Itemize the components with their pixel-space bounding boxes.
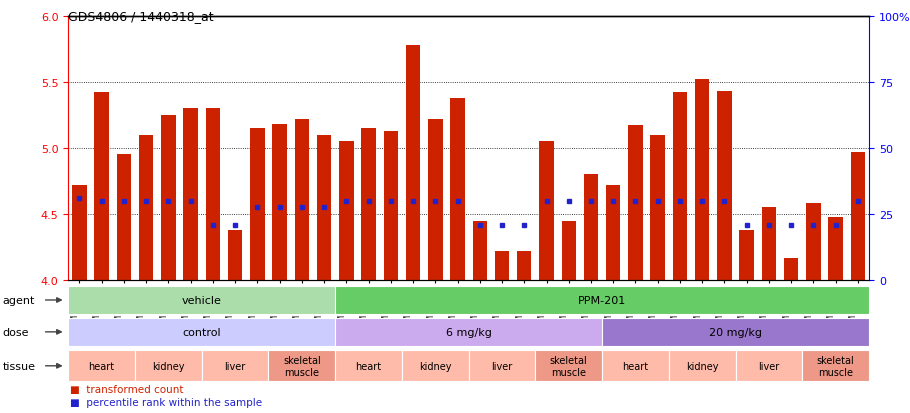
- Bar: [184, 109, 197, 280]
- Bar: [68, 350, 135, 382]
- Bar: [135, 350, 202, 382]
- Text: skeletal
muscle: skeletal muscle: [817, 355, 854, 377]
- Bar: [206, 109, 220, 280]
- Text: kidney: kidney: [152, 361, 185, 371]
- Text: kidney: kidney: [686, 361, 719, 371]
- Bar: [335, 318, 602, 346]
- Bar: [540, 142, 553, 280]
- Bar: [402, 350, 469, 382]
- Text: heart: heart: [356, 361, 381, 371]
- Text: agent: agent: [3, 295, 35, 305]
- Text: kidney: kidney: [419, 361, 451, 371]
- Bar: [295, 119, 309, 280]
- Text: liver: liver: [758, 361, 780, 371]
- Bar: [428, 119, 442, 280]
- Bar: [584, 175, 598, 280]
- Bar: [268, 350, 335, 382]
- Bar: [717, 92, 732, 280]
- Bar: [851, 152, 865, 280]
- Bar: [116, 155, 131, 280]
- Bar: [250, 129, 265, 280]
- Bar: [161, 116, 176, 280]
- Bar: [68, 318, 335, 346]
- Bar: [535, 350, 602, 382]
- Bar: [628, 126, 642, 280]
- Bar: [317, 135, 331, 280]
- Bar: [606, 185, 621, 280]
- Bar: [828, 217, 843, 280]
- Text: 20 mg/kg: 20 mg/kg: [709, 327, 762, 337]
- Bar: [495, 252, 510, 280]
- Bar: [335, 287, 869, 314]
- Bar: [450, 98, 465, 280]
- Bar: [339, 142, 353, 280]
- Text: heart: heart: [88, 361, 115, 371]
- Text: liver: liver: [491, 361, 512, 371]
- Text: control: control: [182, 327, 221, 337]
- Text: 6 mg/kg: 6 mg/kg: [446, 327, 491, 337]
- Bar: [651, 135, 665, 280]
- Bar: [672, 93, 687, 280]
- Bar: [384, 131, 398, 280]
- Bar: [740, 230, 753, 280]
- Bar: [139, 135, 153, 280]
- Text: ■  transformed count: ■ transformed count: [70, 385, 184, 394]
- Bar: [735, 350, 803, 382]
- Bar: [272, 125, 287, 280]
- Bar: [228, 230, 242, 280]
- Bar: [762, 208, 776, 280]
- Bar: [803, 350, 869, 382]
- Bar: [669, 350, 735, 382]
- Text: liver: liver: [225, 361, 246, 371]
- Text: dose: dose: [3, 327, 29, 337]
- Text: vehicle: vehicle: [182, 295, 222, 305]
- Bar: [561, 221, 576, 280]
- Bar: [806, 204, 821, 280]
- Bar: [469, 350, 535, 382]
- Bar: [695, 80, 710, 280]
- Bar: [472, 221, 487, 280]
- Bar: [406, 45, 420, 280]
- Text: skeletal
muscle: skeletal muscle: [283, 355, 320, 377]
- Text: GDS4806 / 1440318_at: GDS4806 / 1440318_at: [68, 10, 214, 23]
- Bar: [602, 318, 869, 346]
- Bar: [202, 350, 268, 382]
- Bar: [72, 185, 86, 280]
- Text: heart: heart: [622, 361, 649, 371]
- Text: tissue: tissue: [3, 361, 35, 371]
- Bar: [361, 129, 376, 280]
- Bar: [784, 258, 798, 280]
- Bar: [602, 350, 669, 382]
- Bar: [68, 287, 335, 314]
- Bar: [517, 252, 531, 280]
- Bar: [335, 350, 402, 382]
- Text: ■  percentile rank within the sample: ■ percentile rank within the sample: [70, 397, 262, 407]
- Bar: [95, 93, 109, 280]
- Text: PPM-201: PPM-201: [578, 295, 626, 305]
- Text: skeletal
muscle: skeletal muscle: [550, 355, 588, 377]
